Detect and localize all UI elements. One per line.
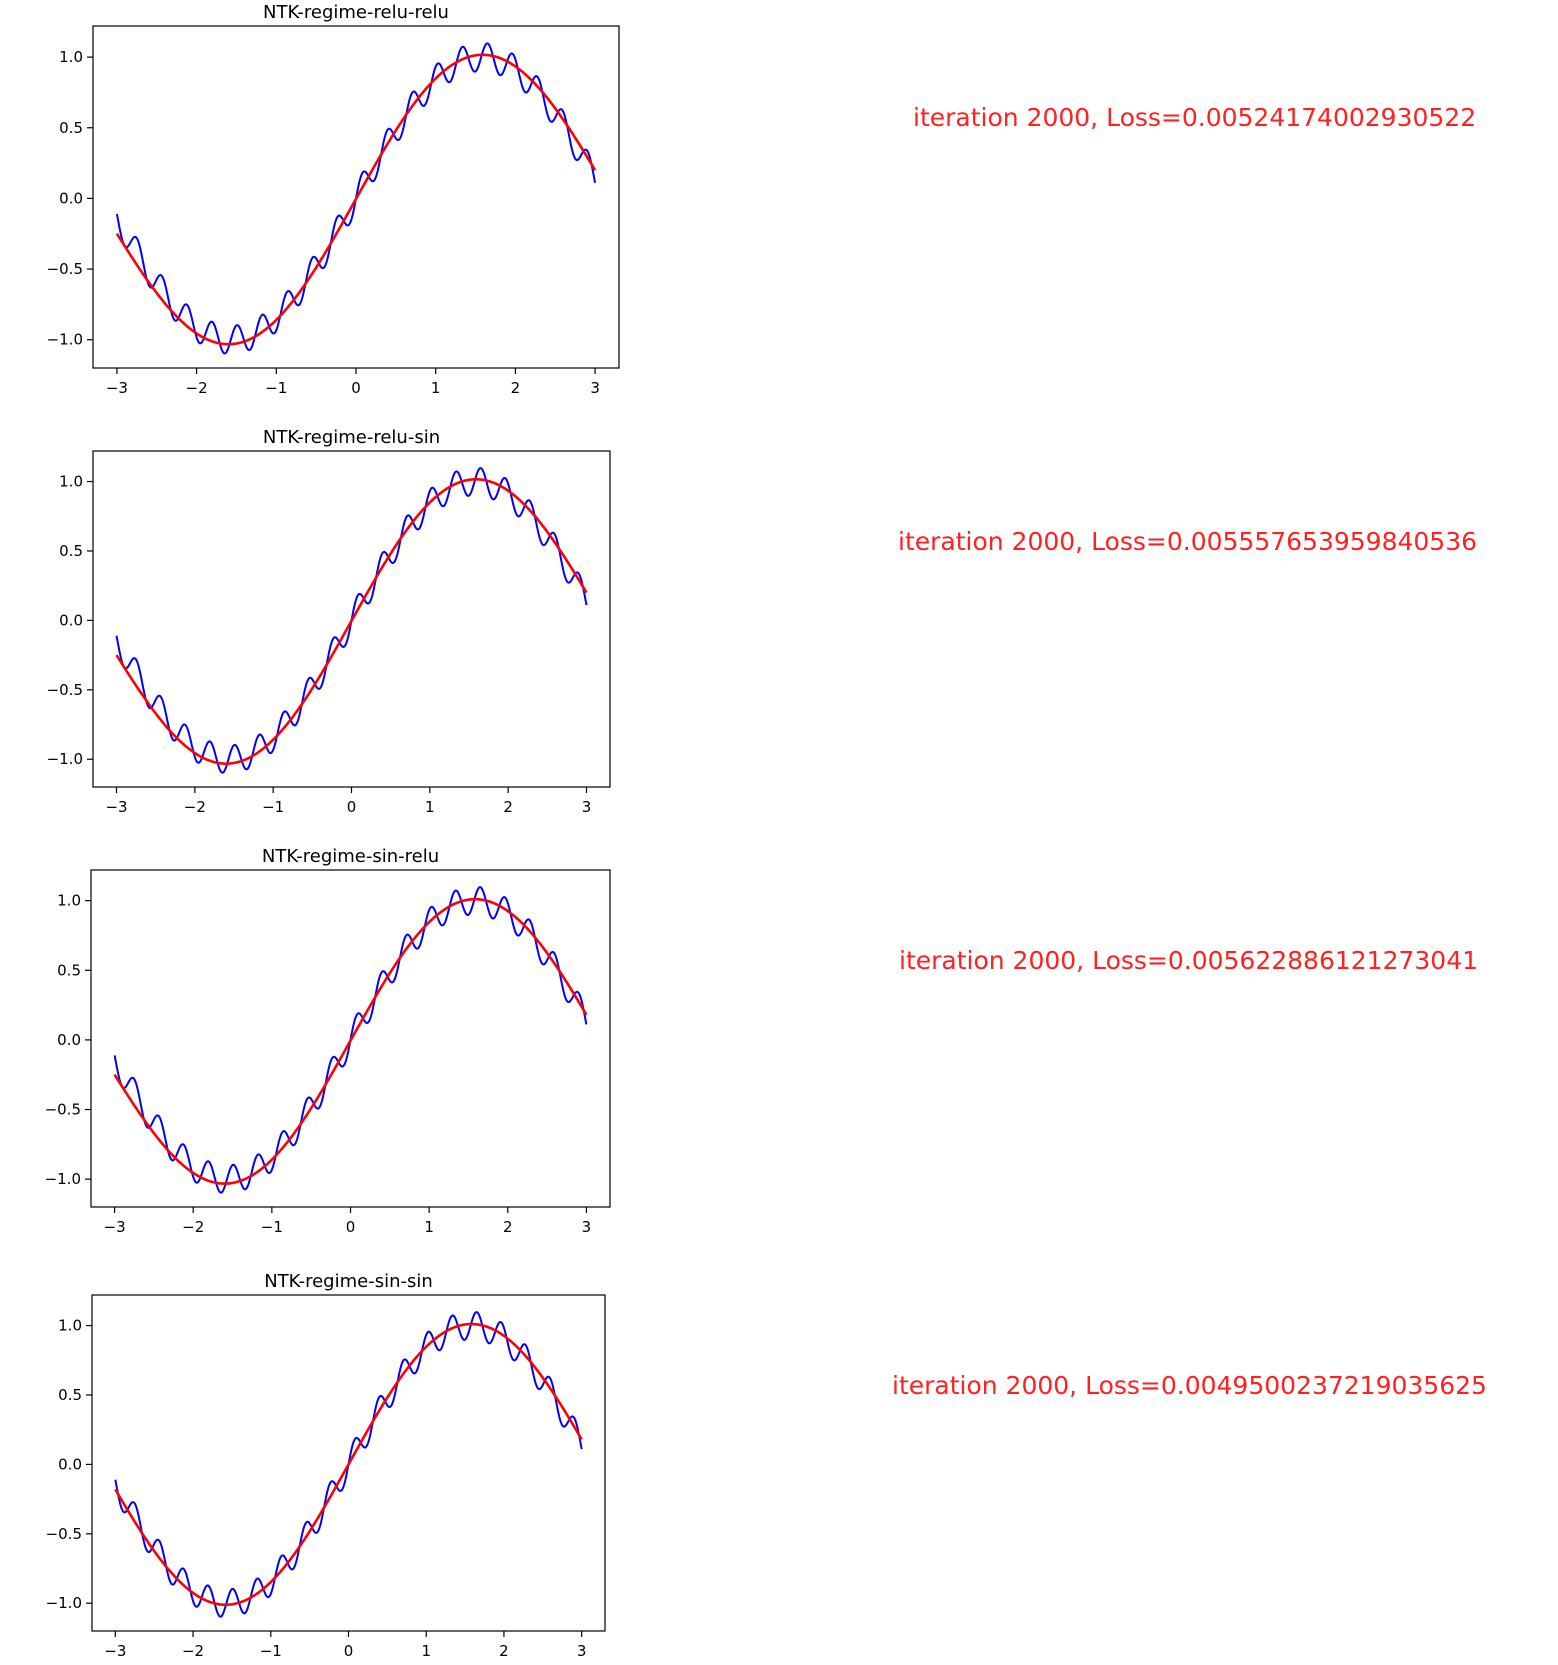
x-tick-label: −1	[262, 798, 284, 816]
x-tick-label: 0	[347, 798, 357, 816]
subplot-title: NTK-regime-relu-relu	[263, 2, 449, 23]
x-tick-label: 3	[582, 798, 592, 816]
x-tick-label: 3	[582, 1218, 592, 1236]
x-tick-label: −3	[105, 798, 127, 816]
y-tick-label: −0.5	[45, 1101, 81, 1119]
x-tick-label: 2	[499, 1642, 509, 1660]
x-tick-label: 1	[425, 798, 435, 816]
x-tick-label: 1	[421, 1642, 431, 1660]
loss-annotation: iteration 2000, Loss=0.00524174002930522	[913, 103, 1477, 132]
y-tick-label: −1.0	[46, 1594, 82, 1612]
x-tick-label: −3	[104, 1218, 126, 1236]
y-tick-label: 0.5	[57, 961, 81, 979]
y-tick-label: −0.5	[46, 1525, 82, 1543]
y-tick-label: 1.0	[59, 473, 83, 491]
x-tick-label: −1	[260, 1642, 282, 1660]
loss-annotation: iteration 2000, Loss=0.00495002372190356…	[892, 1371, 1487, 1400]
y-tick-label: 0.5	[59, 542, 83, 560]
subplot-2: NTK-regime-relu-sin −3 −2 −1 0 1 2 3 1.0 0.5 0.0 −0…	[47, 427, 611, 816]
x-tick-label: 2	[511, 379, 521, 397]
x-tick-label: 2	[503, 798, 513, 816]
fit-series-line	[115, 53, 597, 346]
x-tick-label: 0	[344, 1642, 354, 1660]
x-tick-label: 1	[431, 379, 441, 397]
fit-series-line	[114, 1322, 583, 1607]
y-tick-label: −1.0	[47, 331, 83, 349]
y-tick-label: 0.0	[59, 189, 83, 207]
x-tick-label: 3	[590, 379, 600, 397]
y-tick-label: 1.0	[59, 48, 83, 66]
loss-annotation: iteration 2000, Loss=0.00555765395984053…	[898, 527, 1478, 556]
subplot-title: NTK-regime-relu-sin	[263, 427, 440, 448]
y-tick-label: 0.0	[57, 1031, 81, 1049]
loss-annotation: iteration 2000, Loss=0.00562288612127304…	[899, 946, 1479, 975]
y-tick-label: 0.5	[59, 119, 83, 137]
subplot-1: NTK-regime-relu-relu −3 −2 −1 0 1 2 3 1.0 0.5 0.0 −…	[47, 2, 620, 397]
x-tick-label: −1	[265, 379, 287, 397]
x-tick-label: −2	[186, 379, 208, 397]
subplot-4: NTK-regime-sin-sin −3 −2 −1 0 1 2 3 1.0 0.5 0.0 −0.…	[46, 1271, 606, 1660]
y-tick-label: 1.0	[57, 892, 81, 910]
x-tick-label: −2	[184, 798, 206, 816]
x-tick-label: −3	[104, 1642, 126, 1660]
y-tick-label: −0.5	[47, 260, 83, 278]
subplot-title: NTK-regime-sin-relu	[262, 846, 439, 867]
subplot-title: NTK-regime-sin-sin	[264, 1271, 433, 1292]
y-tick-label: −1.0	[45, 1170, 81, 1188]
y-tick-label: 0.5	[58, 1386, 82, 1404]
y-tick-label: 0.0	[58, 1455, 82, 1473]
fit-series-line	[113, 897, 588, 1185]
x-tick-label: −2	[182, 1218, 204, 1236]
x-tick-label: −3	[106, 379, 128, 397]
y-tick-label: 0.0	[59, 611, 83, 629]
subplot-3: NTK-regime-sin-relu −3 −2 −1 0 1 2 3 1.0 0.5 0.0 −0…	[45, 846, 611, 1236]
x-tick-label: −2	[182, 1642, 204, 1660]
x-tick-label: 2	[503, 1218, 513, 1236]
x-tick-label: 0	[346, 1218, 356, 1236]
x-tick-label: 3	[577, 1642, 587, 1660]
y-tick-label: −1.0	[47, 750, 83, 768]
fit-series-line	[115, 477, 588, 765]
x-tick-label: −1	[261, 1218, 283, 1236]
y-tick-label: 1.0	[58, 1317, 82, 1335]
y-tick-label: −0.5	[47, 681, 83, 699]
x-tick-label: 0	[351, 379, 361, 397]
x-tick-label: 1	[424, 1218, 434, 1236]
